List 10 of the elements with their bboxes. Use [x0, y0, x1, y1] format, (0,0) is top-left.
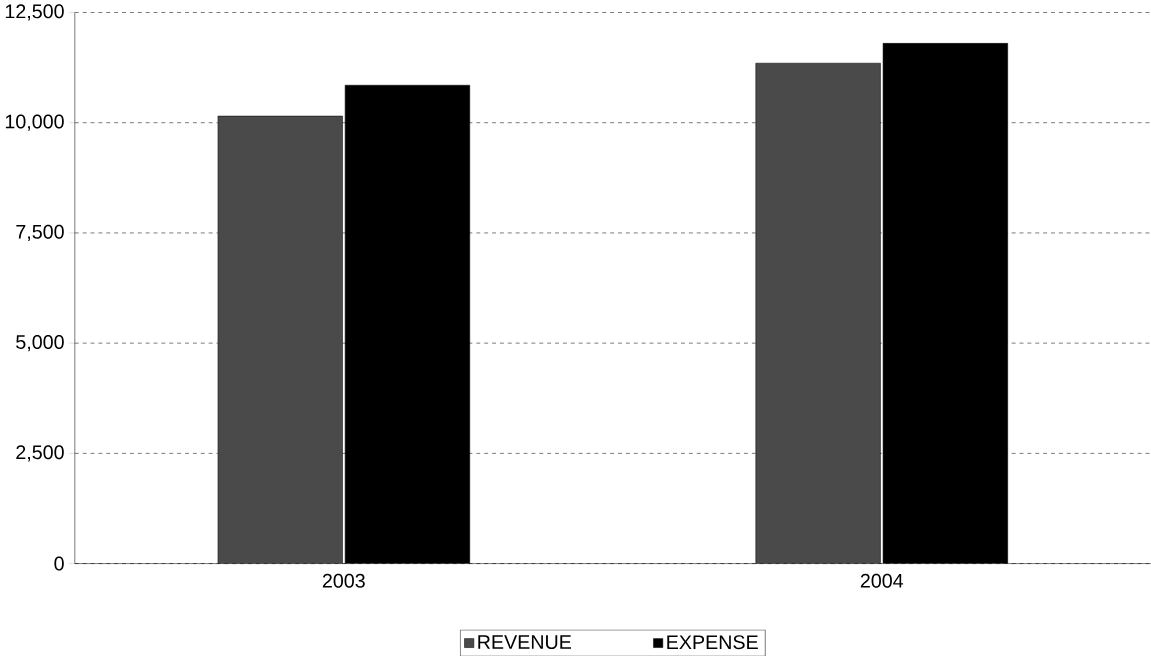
legend-label: REVENUE: [478, 635, 572, 649]
x-tick-label: 2003: [322, 573, 365, 588]
x-tick-label: 2004: [860, 573, 904, 588]
y-tick-label: 10,000: [5, 114, 64, 131]
y-tick-label: 5,000: [16, 334, 64, 352]
legend-label: EXPENSE: [667, 634, 758, 649]
y-tick-label: 0: [54, 556, 64, 571]
y-tick-label: 12,500: [5, 4, 64, 21]
y-tick-label: 7,500: [16, 224, 64, 241]
y-tick-label: 2,500: [16, 445, 64, 462]
